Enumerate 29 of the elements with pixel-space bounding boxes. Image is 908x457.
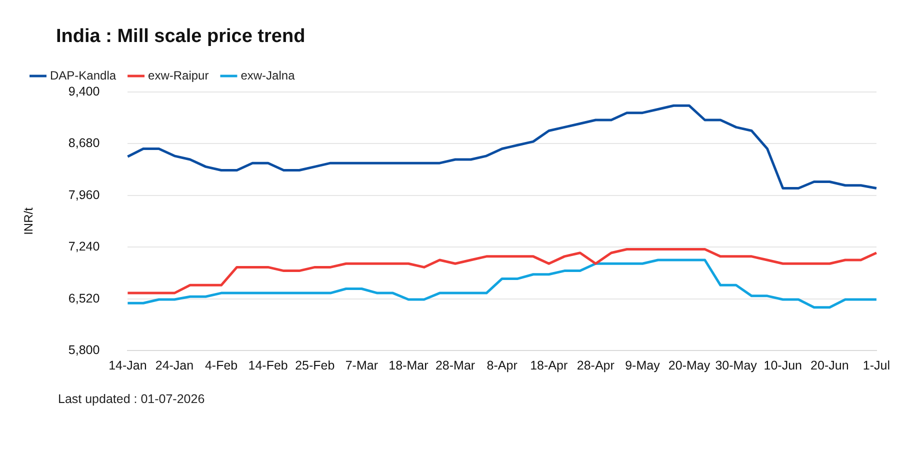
y-tick-label: 5,800 <box>68 342 100 357</box>
x-tick-label: 25-Feb <box>295 358 335 372</box>
y-axis-title: INR/t <box>22 206 36 235</box>
legend-label: exw-Jalna <box>240 68 296 82</box>
x-tick-label: 9-May <box>625 358 661 372</box>
legend-label: exw-Raipur <box>148 68 209 82</box>
x-tick-label: 1-Jul <box>862 358 890 372</box>
x-tick-label: 20-Jun <box>810 358 849 372</box>
x-tick-label: 20-May <box>668 358 711 372</box>
x-tick-label: 18-Apr <box>530 358 568 372</box>
x-tick-label: 4-Feb <box>204 358 238 372</box>
x-tick-label: 7-Mar <box>345 358 378 372</box>
chart-title: India : Mill scale price trend <box>55 25 306 49</box>
y-tick-label: 8,680 <box>68 136 100 150</box>
text: Last updated : 01-07-2026 <box>57 391 206 406</box>
x-tick-label: 28-Mar <box>435 358 476 372</box>
y-tick-label: 7,240 <box>68 240 100 254</box>
x-tick-label: 28-Apr <box>576 358 614 372</box>
y-tick-label: 6,520 <box>68 291 100 306</box>
x-tick-label: 8-Apr <box>486 358 518 372</box>
y-tick-label: 9,400 <box>68 84 100 98</box>
x-tick-label: 18-Mar <box>388 358 428 372</box>
x-tick-label: 14-Jan <box>108 358 147 372</box>
x-tick-label: 10-Jun <box>764 358 802 372</box>
x-tick-label: 30-May <box>715 358 758 372</box>
x-tick-label: 24-Jan <box>155 358 194 372</box>
legend-label: DAP-Kandla <box>50 68 116 82</box>
y-tick-label: 7,960 <box>68 188 100 202</box>
x-tick-label: 14-Feb <box>248 358 288 372</box>
